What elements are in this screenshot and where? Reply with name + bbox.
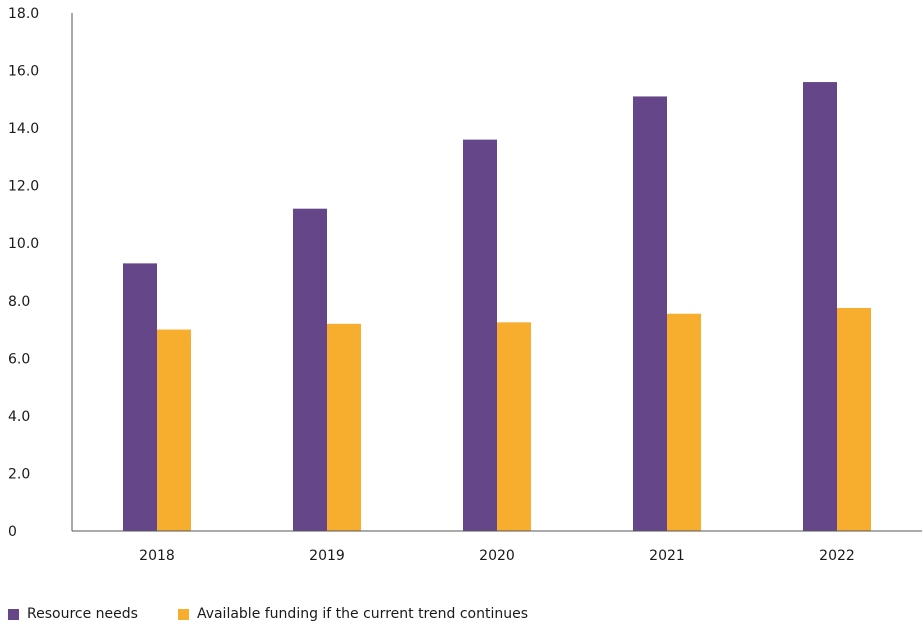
x-tick-label: 2020 <box>479 548 515 564</box>
legend-swatch-available-funding <box>177 608 189 620</box>
y-tick-label: 14.0 <box>8 121 39 137</box>
y-tick-label: 10.0 <box>8 236 39 252</box>
x-tick-label: 2018 <box>139 548 175 564</box>
bar-available-funding-2022 <box>837 307 871 531</box>
y-tick-label: 0 <box>8 524 17 540</box>
bar-available-funding-2018 <box>157 329 191 531</box>
bar-available-funding-2020 <box>497 322 531 531</box>
bar-available-funding-2019 <box>327 323 361 531</box>
y-tick-label: 2.0 <box>8 466 30 482</box>
bar-resource-needs-2020 <box>463 139 497 531</box>
y-tick-label: 4.0 <box>8 409 30 425</box>
x-tick-label: 2021 <box>649 548 685 564</box>
y-tick-label: 18.0 <box>8 6 39 22</box>
y-tick-label: 12.0 <box>8 179 39 195</box>
y-axis-ticks: 0 2.0 4.0 6.0 8.0 10.0 12.0 14.0 16.0 18.0 <box>8 6 39 540</box>
legend-label-available-funding: Available funding if the current trend c… <box>196 606 528 622</box>
legend-item-available-funding: Available funding if the current trend c… <box>177 606 528 622</box>
bar-resource-needs-2019 <box>293 208 327 531</box>
y-tick-label: 6.0 <box>8 351 30 367</box>
legend-label-resource-needs: Resource needs <box>27 606 138 622</box>
bar-resource-needs-2022 <box>803 82 837 532</box>
legend-swatch-resource-needs <box>8 608 19 620</box>
y-tick-label: 16.0 <box>8 64 39 80</box>
bars <box>123 82 871 532</box>
x-tick-label: 2019 <box>309 548 345 564</box>
bar-available-funding-2021 <box>667 313 701 531</box>
x-tick-label: 2022 <box>819 548 855 564</box>
legend-item-resource-needs: Resource needs <box>8 606 138 622</box>
bar-resource-needs-2018 <box>123 263 157 531</box>
y-tick-label: 8.0 <box>8 294 30 310</box>
legend: Resource needs Available funding if the … <box>8 606 568 622</box>
bar-chart: 02.04.06.08.010.012.014.016.018.0 2018 20… <box>8 6 922 564</box>
x-axis-ticks: 2018 2019 2020 2021 2022 <box>139 548 855 564</box>
bar-resource-needs-2021 <box>633 96 667 531</box>
